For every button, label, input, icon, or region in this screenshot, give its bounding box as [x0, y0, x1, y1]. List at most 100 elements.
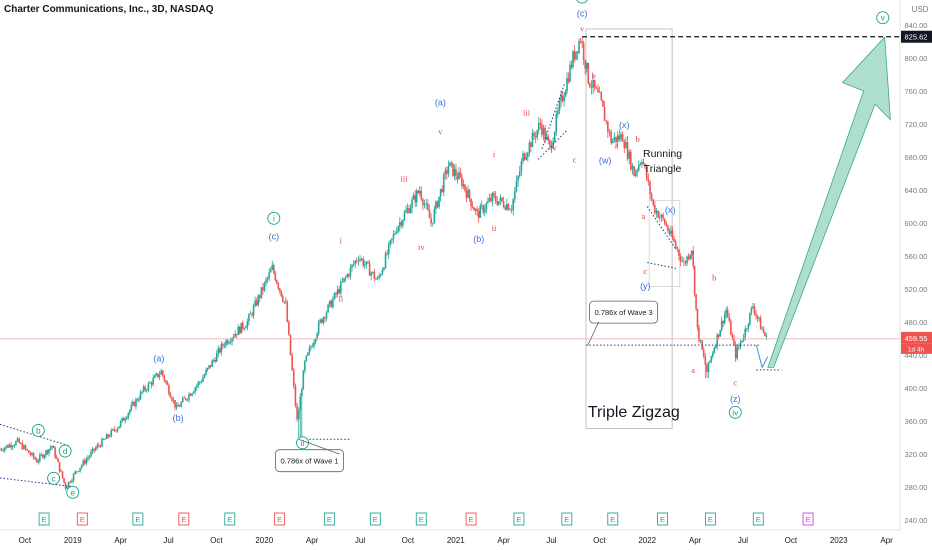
- candle-body: [422, 199, 424, 206]
- candle-body: [99, 445, 102, 447]
- candle-body: [452, 163, 454, 176]
- earnings-marker-text: E: [419, 515, 424, 524]
- candle-body: [420, 190, 423, 200]
- wave-label: (c): [577, 9, 588, 19]
- candle-body: [214, 359, 217, 362]
- candle-body: [560, 95, 562, 102]
- price-axis: USD 240.00 280.00 320.00 360.00 400.00 440.00 4…: [899, 0, 932, 530]
- candle-body: [418, 190, 421, 193]
- candle-body: [29, 453, 32, 455]
- candle-body: [324, 317, 326, 319]
- candle-body: [704, 356, 707, 365]
- candle-body: [319, 319, 321, 323]
- wave-label: b: [636, 134, 640, 144]
- candle-body: [581, 41, 583, 44]
- candle-body: [746, 328, 748, 330]
- earnings-marker: [323, 512, 335, 526]
- candle-body: [474, 209, 477, 211]
- candle-body: [707, 362, 710, 372]
- candle-body: [502, 201, 505, 207]
- candle-body: [550, 145, 553, 149]
- candle-body: [186, 399, 189, 401]
- candle-body: [280, 290, 283, 297]
- candle-body: [93, 448, 95, 451]
- candle-body: [628, 151, 630, 159]
- candle-body: [631, 166, 634, 170]
- candle-body: [665, 223, 668, 226]
- candle-body: [717, 334, 720, 337]
- candle-body: [67, 481, 70, 487]
- candle-body: [60, 471, 62, 473]
- wave-label: (a): [153, 354, 164, 364]
- candle-body: [764, 332, 766, 337]
- earnings-marker-text: E: [708, 515, 713, 524]
- candle-body: [251, 313, 253, 316]
- candle-body: [392, 233, 395, 239]
- candle-body: [243, 328, 246, 330]
- candle-body: [506, 204, 508, 210]
- candle-body: [623, 141, 626, 149]
- candle-body: [517, 176, 519, 182]
- x-tick-label: Oct: [402, 536, 415, 545]
- candle-body: [645, 167, 648, 179]
- zigzag-label: Triple Zigzag: [588, 404, 680, 421]
- x-tick-label: Apr: [114, 536, 127, 545]
- candle-body: [125, 417, 128, 420]
- candle-body: [234, 333, 236, 337]
- candle-body: [211, 360, 213, 367]
- candle-body: [72, 473, 75, 481]
- candle-body: [731, 335, 734, 339]
- candle-body: [269, 269, 272, 273]
- countdown-tag: [901, 343, 932, 354]
- candle-body: [83, 460, 86, 464]
- candle-body: [107, 434, 109, 437]
- wave-label: d: [63, 447, 67, 456]
- candle-body: [605, 120, 608, 122]
- candle-body: [578, 41, 580, 53]
- candle-body: [762, 328, 765, 333]
- x-tick-label: Apr: [497, 536, 510, 545]
- candle-body: [370, 272, 372, 276]
- candle-body: [248, 314, 250, 322]
- candle-body: [185, 398, 187, 400]
- candle-body: [317, 322, 320, 334]
- candle-body: [655, 210, 658, 214]
- current-price-text: 459.55: [905, 334, 928, 343]
- candle-body: [587, 62, 590, 84]
- candle-body: [408, 208, 410, 214]
- candle-body: [118, 426, 120, 429]
- wave-label: iv: [550, 142, 557, 152]
- candle-body: [730, 320, 732, 336]
- earnings-marker: [369, 512, 381, 526]
- candle-body: [245, 327, 247, 329]
- candle-body: [231, 338, 233, 342]
- candle-body: [470, 198, 472, 207]
- candle-body: [296, 405, 298, 420]
- candle-body: [163, 375, 166, 381]
- candle-body: [663, 218, 666, 224]
- candle-body: [736, 347, 739, 359]
- candle-body: [150, 382, 153, 385]
- candle-body: [80, 465, 83, 469]
- y-tick-label: 520.00: [905, 285, 928, 294]
- candle-body: [255, 300, 258, 306]
- candle-body: [739, 342, 742, 347]
- candle-body: [202, 377, 204, 382]
- candle-body: [626, 141, 629, 159]
- candle-body: [442, 174, 445, 192]
- candle-body: [40, 454, 43, 456]
- earnings-marker-text: E: [42, 515, 47, 524]
- candle-body: [228, 342, 230, 344]
- candle-body: [397, 226, 400, 232]
- candle-body: [471, 206, 474, 208]
- candle-body: [394, 233, 396, 235]
- wave-label-circle: [876, 11, 890, 25]
- candle-body: [74, 471, 77, 474]
- candle-body: [733, 338, 735, 345]
- candle-body: [484, 209, 486, 213]
- candle-body: [542, 127, 545, 135]
- candle-body: [360, 258, 363, 260]
- candle-body: [246, 321, 249, 328]
- candle-body: [343, 278, 345, 282]
